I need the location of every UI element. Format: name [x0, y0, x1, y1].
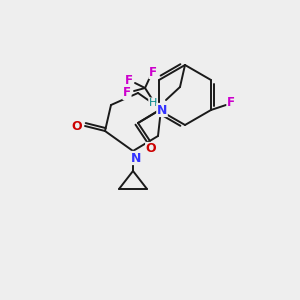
Text: F: F [123, 86, 131, 100]
Text: O: O [72, 119, 82, 133]
Text: N: N [131, 152, 141, 164]
Text: F: F [125, 74, 133, 86]
Text: F: F [149, 65, 157, 79]
Text: F: F [227, 95, 235, 109]
Text: H: H [149, 98, 157, 108]
Text: N: N [157, 103, 167, 116]
Text: O: O [146, 142, 156, 155]
